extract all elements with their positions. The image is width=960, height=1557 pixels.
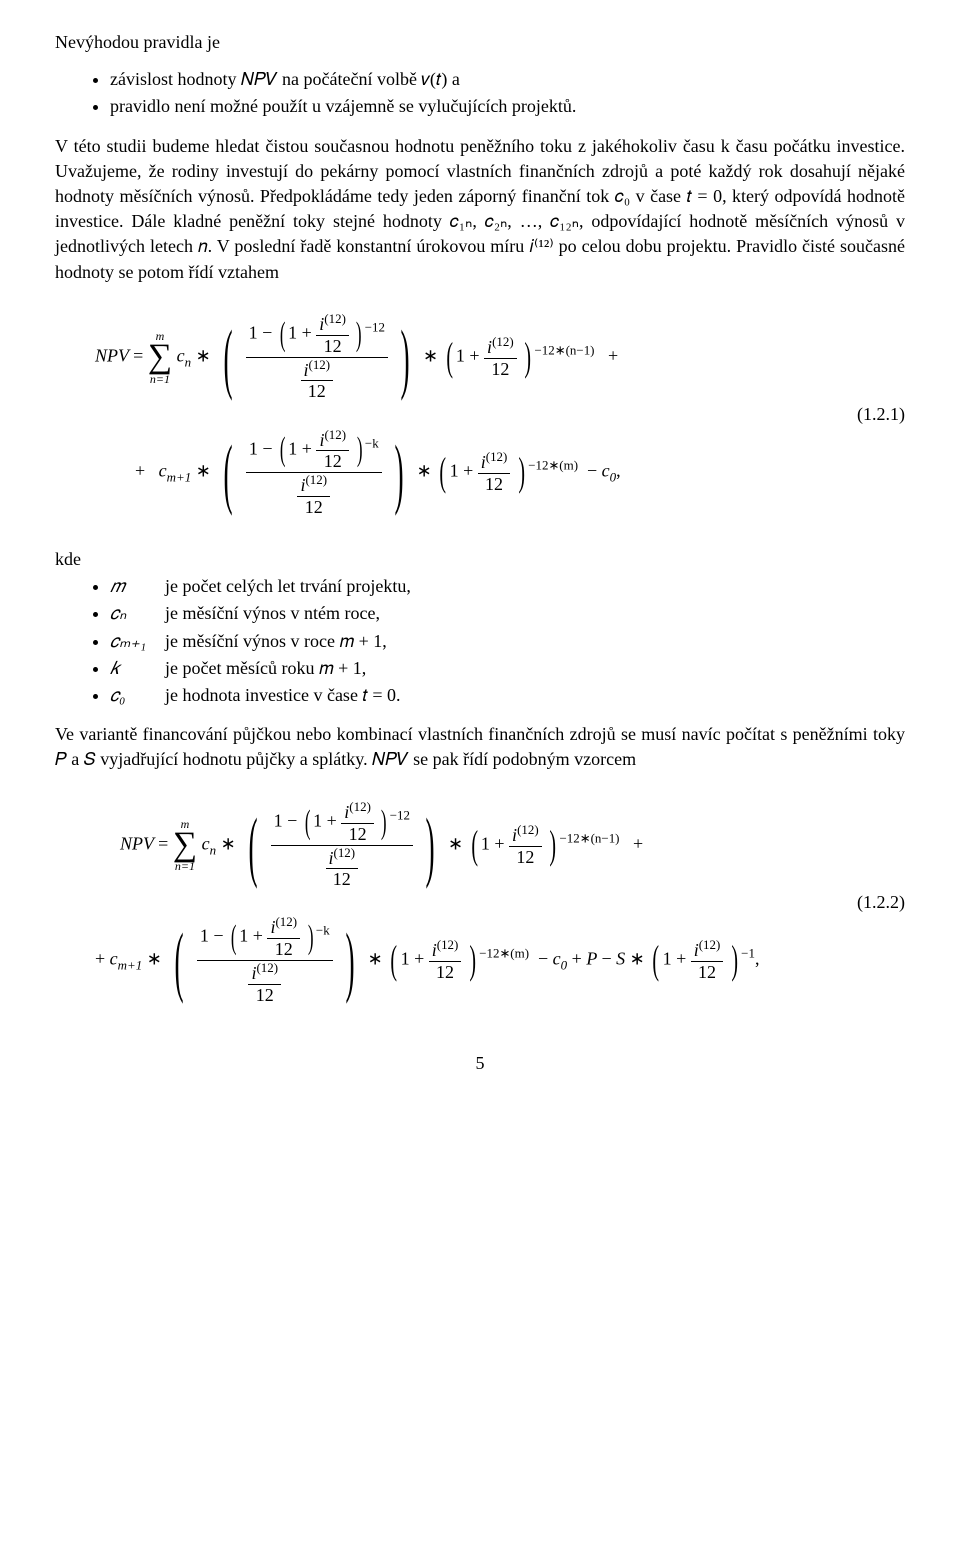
list-item: 𝑚je počet celých let trvání projektu, xyxy=(110,574,905,599)
equation-label: (1.2.2) xyxy=(825,890,905,915)
list-item: 𝑐ₘ₊₁je měsíční výnos v roce 𝑚 + 1, xyxy=(110,629,905,654)
definition-list: 𝑚je počet celých let trvání projektu, 𝑐ₙ… xyxy=(55,574,905,708)
list-item: 𝑘je počet měsíců roku 𝑚 + 1, xyxy=(110,656,905,681)
paragraph-main-1: V této studii budeme hledat čistou souča… xyxy=(55,134,905,285)
paragraph-main-2: Ve variantě financování půjčkou nebo kom… xyxy=(55,722,905,772)
fraction: 1 − (1 + i(12)12 )−12 i(12)12 xyxy=(246,312,388,402)
list-item: pravidlo není možné použít u vzájemně se… xyxy=(110,94,905,119)
npv-symbol: NPV xyxy=(95,345,129,365)
paragraph-intro: Nevýhodou pravidla je xyxy=(55,30,905,55)
list-item: 𝑐ₙje měsíční výnos v ntém roce, xyxy=(110,601,905,626)
equation-1-2-2: NPV = m ∑ n=1 cn ∗ ( 1 − (1 + i(12)12 )−… xyxy=(55,785,905,1021)
equation-label: (1.2.1) xyxy=(825,402,905,427)
list-item: 𝑐₀je hodnota investice v čase 𝑡 = 0. xyxy=(110,683,905,708)
page-number: 5 xyxy=(55,1051,905,1076)
where-label: kde xyxy=(55,547,905,572)
list-item: závislost hodnoty 𝑁𝑃𝑉 na počáteční volbě… xyxy=(110,67,905,92)
equation-1-2-1: NPV = m ∑ n=1 cn ∗ ( 1 − (1 + i(12)12 )−… xyxy=(55,297,905,533)
sum-symbol: m ∑ n=1 xyxy=(148,330,172,385)
disadvantage-list: závislost hodnoty 𝑁𝑃𝑉 na počáteční volbě… xyxy=(55,67,905,119)
